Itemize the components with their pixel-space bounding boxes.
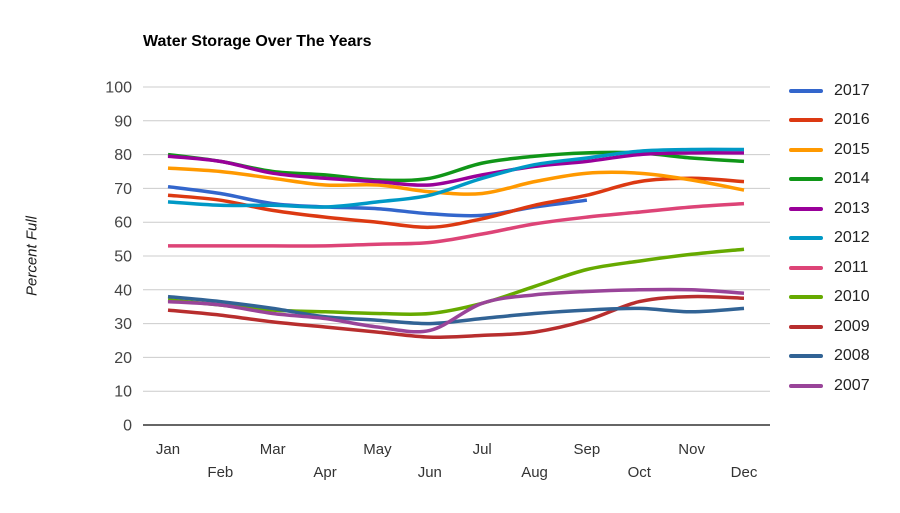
y-tick-label: 30 <box>114 316 132 333</box>
y-tick-label: 60 <box>114 215 132 232</box>
x-tick-label-dec: Dec <box>731 464 758 481</box>
series-line-2012[interactable] <box>167 147 745 209</box>
x-tick-label-jun: Jun <box>418 464 442 481</box>
x-tick-label-jul: Jul <box>473 441 492 458</box>
y-tick-label: 40 <box>114 282 132 299</box>
x-tick-label-may: May <box>363 441 392 458</box>
legend-line-swatch <box>789 177 823 182</box>
legend-line-swatch <box>789 206 823 211</box>
legend-line-swatch <box>789 88 823 93</box>
y-tick-label: 10 <box>114 384 132 401</box>
x-tick-label-mar: Mar <box>260 441 286 458</box>
legend-item-2011: 2011 <box>789 253 870 283</box>
legend-item-2008: 2008 <box>789 342 870 372</box>
legend-line-swatch <box>789 265 823 270</box>
legend-label: 2017 <box>834 81 870 99</box>
legend-label: 2007 <box>834 376 870 394</box>
legend-item-2009: 2009 <box>789 312 870 342</box>
y-tick-label: 20 <box>114 350 132 367</box>
legend-label: 2014 <box>834 170 870 188</box>
x-tick-label-feb: Feb <box>207 464 233 481</box>
legend-label: 2011 <box>834 258 869 276</box>
y-tick-label: 80 <box>114 147 132 164</box>
legend-item-2010: 2010 <box>789 283 870 313</box>
legend-label: 2012 <box>834 229 870 247</box>
legend-line-swatch <box>789 236 823 241</box>
y-tick-label: 70 <box>114 181 132 198</box>
series-line-2011[interactable] <box>168 201 745 248</box>
y-tick-label: 100 <box>105 80 132 97</box>
legend-item-2007: 2007 <box>789 371 870 401</box>
series-line-2007[interactable] <box>167 287 745 334</box>
x-tick-label-jan: Jan <box>156 441 180 458</box>
series-line-2009[interactable] <box>167 294 745 339</box>
legend-item-2012: 2012 <box>789 224 870 254</box>
legend-label: 2009 <box>834 317 870 335</box>
x-tick-label-apr: Apr <box>313 464 336 481</box>
legend-label: 2013 <box>834 199 870 217</box>
legend-line-swatch <box>789 324 823 329</box>
legend-line-swatch <box>789 295 823 300</box>
legend-item-2013: 2013 <box>789 194 870 224</box>
legend: 2017 2016 2015 2014 2013 2012 2011 2010 2009 2008… <box>789 76 870 401</box>
legend-label: 2016 <box>834 111 870 129</box>
x-tick-label-oct: Oct <box>628 464 652 481</box>
legend-item-2014: 2014 <box>789 165 870 195</box>
legend-item-2016: 2016 <box>789 106 870 136</box>
y-tick-label: 0 <box>123 418 132 435</box>
legend-line-swatch <box>789 147 823 152</box>
series-line-2010[interactable] <box>167 247 745 317</box>
x-tick-label-nov: Nov <box>678 441 705 458</box>
legend-line-swatch <box>789 383 823 388</box>
y-tick-label: 90 <box>114 113 132 130</box>
y-tick-label: 50 <box>114 249 132 266</box>
legend-label: 2008 <box>834 347 870 365</box>
legend-line-swatch <box>789 354 823 359</box>
legend-line-swatch <box>789 118 823 123</box>
series-line-2008[interactable] <box>167 294 745 326</box>
series-line-2015[interactable] <box>167 166 745 196</box>
legend-label: 2015 <box>834 140 870 158</box>
series-line-2013[interactable] <box>167 151 745 187</box>
series-line-2016[interactable] <box>167 176 745 230</box>
legend-item-2017: 2017 <box>789 76 870 106</box>
x-tick-label-aug: Aug <box>521 464 548 481</box>
legend-label: 2010 <box>834 288 870 306</box>
legend-item-2015: 2015 <box>789 135 870 165</box>
chart-title: Water Storage Over The Years <box>143 33 372 50</box>
x-tick-label-sep: Sep <box>574 441 601 458</box>
